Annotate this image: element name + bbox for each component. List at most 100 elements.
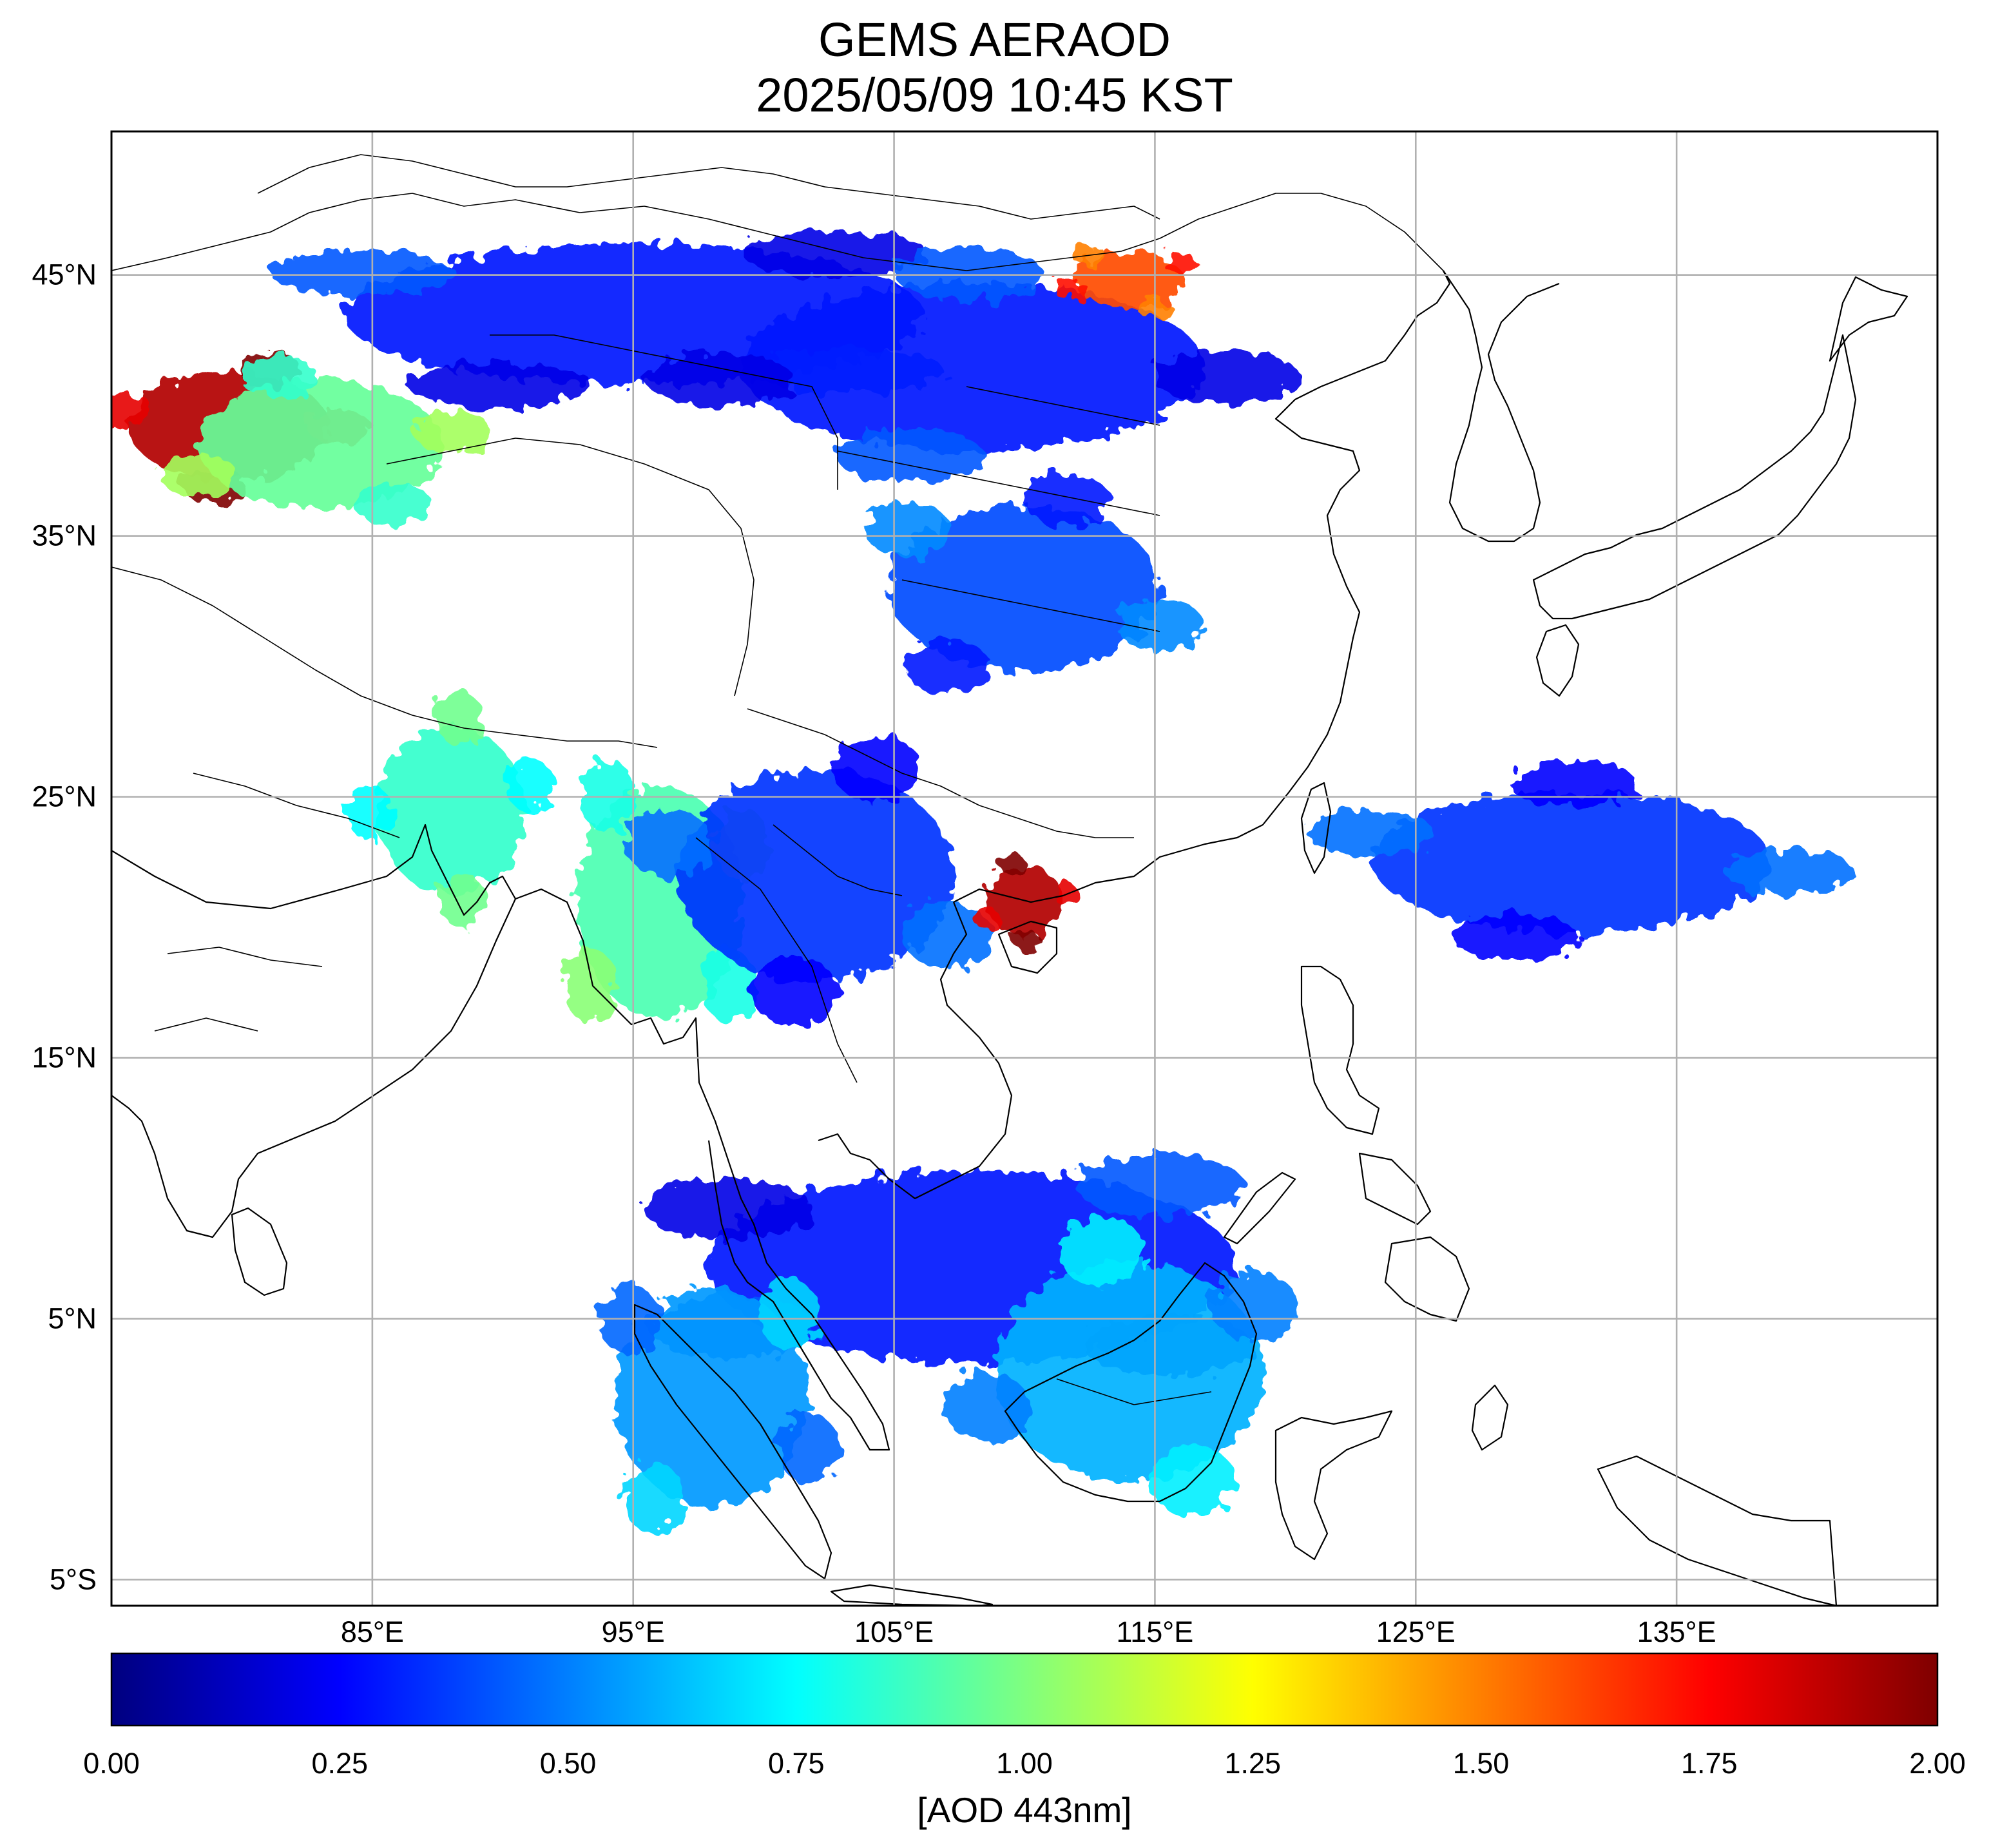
coastline-japan-kyushu: [1535, 624, 1580, 697]
border-india-states: [154, 773, 400, 1032]
aod-fragment: [439, 874, 487, 928]
aod-patch: [376, 726, 525, 894]
border-borneo: [1056, 1378, 1212, 1405]
aod-fragment: [999, 852, 1024, 876]
aod-fragment: [758, 1280, 820, 1351]
aod-patch: [197, 380, 443, 509]
coastline-japan-hokkaido: [1829, 276, 1908, 362]
aod-fragment: [702, 948, 756, 1023]
aod-patch: [1372, 791, 1773, 933]
coastline-borneo: [1004, 1262, 1258, 1503]
aod-fragment: [1509, 761, 1637, 807]
aod-fragment: [1014, 929, 1039, 952]
aod-fragment: [111, 393, 155, 428]
aod-fragment: [413, 410, 492, 452]
latitude-tick-label: 25°N: [32, 780, 97, 813]
latitude-tick-label: 15°N: [32, 1041, 97, 1074]
coastline-sumatra: [633, 1304, 832, 1580]
aod-fragment: [407, 362, 593, 408]
latitude-tick-label: 45°N: [32, 258, 97, 291]
map-frame: [110, 130, 1939, 1607]
aod-fragment: [1071, 246, 1108, 265]
latitude-tick-label: 35°N: [32, 519, 97, 552]
longitude-tick-label: 95°E: [602, 1615, 665, 1648]
coastline-vietnam: [818, 901, 1013, 1200]
aod-fragment: [345, 785, 393, 840]
aod-fragment: [973, 905, 999, 929]
border-qinghai: [490, 334, 838, 490]
aod-data-layer: [111, 231, 1854, 1534]
aod-fragment: [836, 428, 985, 483]
aod-fragment: [1023, 472, 1110, 527]
longitude-tick-label: 125°E: [1376, 1615, 1456, 1648]
coastline-indochina: [515, 888, 890, 1451]
colorbar-tick-label: 0.00: [83, 1747, 140, 1780]
colorbar-gradient: [111, 1653, 1937, 1726]
coastline-india: [111, 823, 517, 1238]
aod-fragment: [504, 757, 553, 811]
coastline-china-east: [1262, 270, 1451, 825]
colorbar-tick-label: 0.75: [768, 1747, 825, 1780]
aod-fragment: [1059, 1217, 1146, 1287]
aod-fragment: [1151, 350, 1300, 404]
aod-fragment: [1054, 281, 1090, 300]
coastlines-and-borders: [111, 154, 1908, 1606]
aod-fragment: [865, 503, 952, 557]
coastline-gulf-tonkin: [953, 824, 1264, 903]
longitude-tick-label: 115°E: [1117, 1615, 1194, 1648]
graticule: [111, 131, 1937, 1606]
longitude-tick-label: 85°E: [341, 1615, 404, 1648]
map-title: GEMS AERAOD: [818, 13, 1171, 66]
map-panel: [110, 130, 1939, 1607]
coastline-sulawesi: [1274, 1410, 1393, 1561]
border-himalaya: [111, 566, 658, 748]
aod-fragment: [239, 356, 318, 398]
aod-fragment: [644, 1177, 813, 1240]
colorbar-tick-label: 1.50: [1453, 1747, 1510, 1780]
coastline-halmahera: [1471, 1384, 1509, 1451]
aod-patch: [1073, 251, 1184, 309]
border-indochina: [695, 824, 903, 1083]
coastline-taiwan: [1300, 782, 1332, 874]
border-tibet: [386, 438, 754, 697]
aod-fragment: [159, 454, 238, 496]
colorbar-tick-label: 0.25: [311, 1747, 368, 1780]
colorbar-tick-label: 1.75: [1681, 1747, 1738, 1780]
aod-fragment: [1117, 598, 1204, 653]
colorbar-unit-label: [AOD 443nm]: [917, 1790, 1131, 1830]
aod-fragment: [1161, 253, 1197, 272]
latitude-tick-label: 5°S: [50, 1563, 97, 1596]
colorbar-tick-label: 2.00: [1909, 1747, 1966, 1780]
aod-fragment: [1305, 809, 1434, 855]
coastline-new-guinea: [1597, 1455, 1838, 1606]
aod-fragment: [831, 733, 921, 802]
coastline-luzon: [1300, 965, 1380, 1135]
aod-fragment: [943, 1372, 1030, 1443]
coastline-palawan: [1223, 1171, 1296, 1245]
aod-patch: [677, 769, 955, 982]
aod-fragment: [1211, 1271, 1298, 1342]
aod-fragment: [1725, 849, 1854, 896]
map-subtitle-timestamp: 2025/05/09 10:45 KST: [756, 68, 1233, 122]
longitude-tick-label: 135°E: [1637, 1615, 1716, 1648]
coastline-korea: [1443, 270, 1560, 543]
aod-fragment: [624, 809, 714, 878]
longitude-tick-labels: 85°E 95°E 105°E 115°E 125°E 135°E: [341, 1615, 1716, 1648]
country-borders: [111, 154, 1444, 1405]
latitude-tick-label: 5°N: [48, 1302, 97, 1335]
aod-fragment: [624, 1463, 686, 1534]
colorbar-tick-label: 1.25: [1224, 1747, 1281, 1780]
aod-patch: [740, 282, 1205, 450]
aod-patch: [615, 1287, 809, 1507]
border-mongolia: [257, 154, 1160, 220]
aod-fragment: [902, 900, 992, 969]
aod-fragment: [435, 691, 483, 746]
aod-fragment: [749, 956, 838, 1025]
coastline-mindanao: [1384, 1236, 1470, 1322]
aod-fragment: [269, 250, 456, 296]
border-china-north: [111, 193, 1444, 271]
aod-fragment: [776, 1412, 839, 1483]
coastline-hainan: [997, 920, 1058, 974]
aod-fragment: [1451, 914, 1579, 960]
